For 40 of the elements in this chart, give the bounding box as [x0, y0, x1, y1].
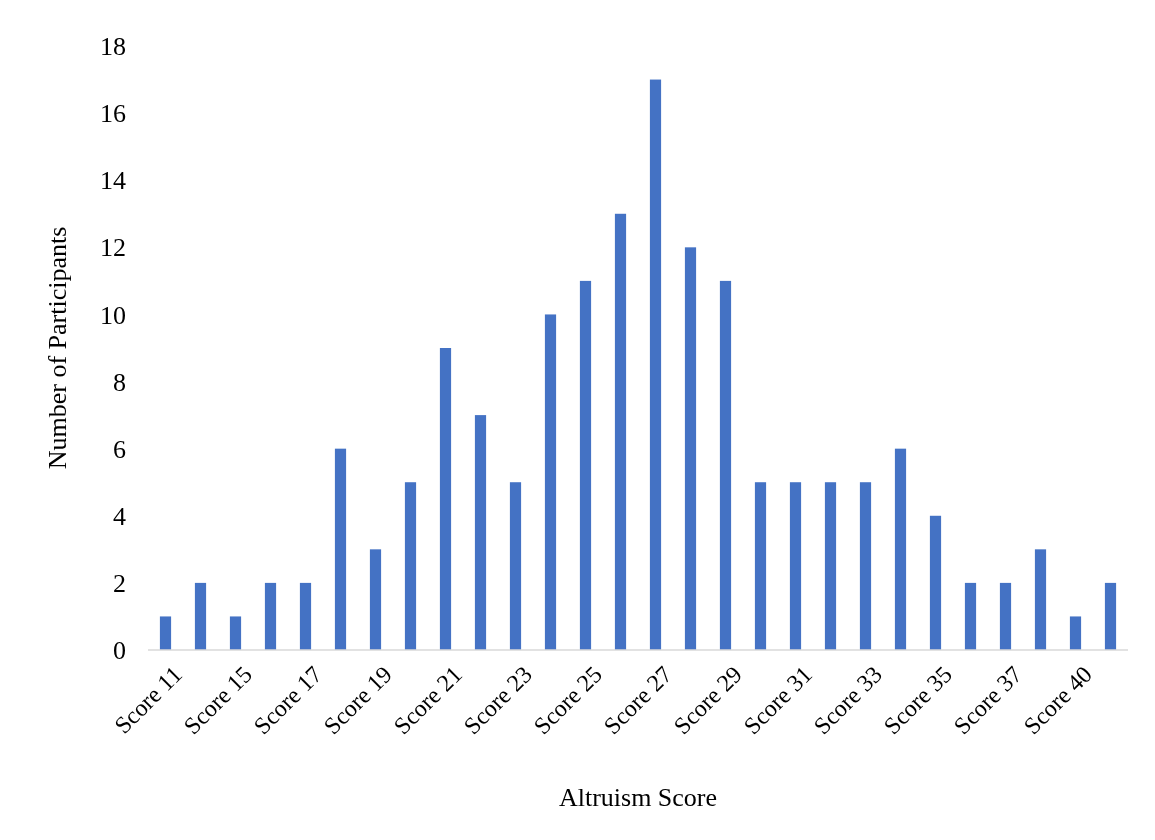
bar [544, 314, 557, 650]
y-tick-label: 6 [113, 434, 126, 464]
bar [439, 348, 452, 650]
bar [159, 616, 172, 650]
bar [474, 415, 487, 650]
bar [964, 582, 977, 650]
bar [194, 582, 207, 650]
bar [1069, 616, 1082, 650]
y-tick-label: 16 [100, 99, 126, 129]
y-tick-label: 12 [100, 233, 126, 263]
bar [334, 448, 347, 650]
y-tick-label: 8 [113, 367, 126, 397]
y-tick-label: 18 [100, 32, 126, 62]
bar [824, 482, 837, 650]
y-axis-title: Number of Participants [43, 226, 72, 470]
y-tick-label: 10 [100, 300, 126, 330]
bar [579, 280, 592, 650]
bar [754, 482, 767, 650]
y-tick-label: 4 [113, 501, 126, 531]
bar [614, 213, 627, 650]
bar [509, 482, 522, 650]
bar [369, 549, 382, 650]
bar [929, 515, 942, 650]
bar [894, 448, 907, 650]
bar [859, 482, 872, 650]
y-tick-label: 0 [113, 636, 126, 666]
bar [1034, 549, 1047, 650]
x-axis-title: Altruism Score [558, 783, 718, 812]
bar [719, 280, 732, 650]
bar [999, 582, 1012, 650]
bar [299, 582, 312, 650]
bar [264, 582, 277, 650]
bar [404, 482, 417, 650]
bar [1104, 582, 1117, 650]
bar [649, 79, 662, 650]
bar [789, 482, 802, 650]
y-tick-label: 14 [100, 166, 126, 196]
y-tick-label: 2 [113, 568, 126, 598]
bar [229, 616, 242, 650]
bar [684, 247, 697, 650]
